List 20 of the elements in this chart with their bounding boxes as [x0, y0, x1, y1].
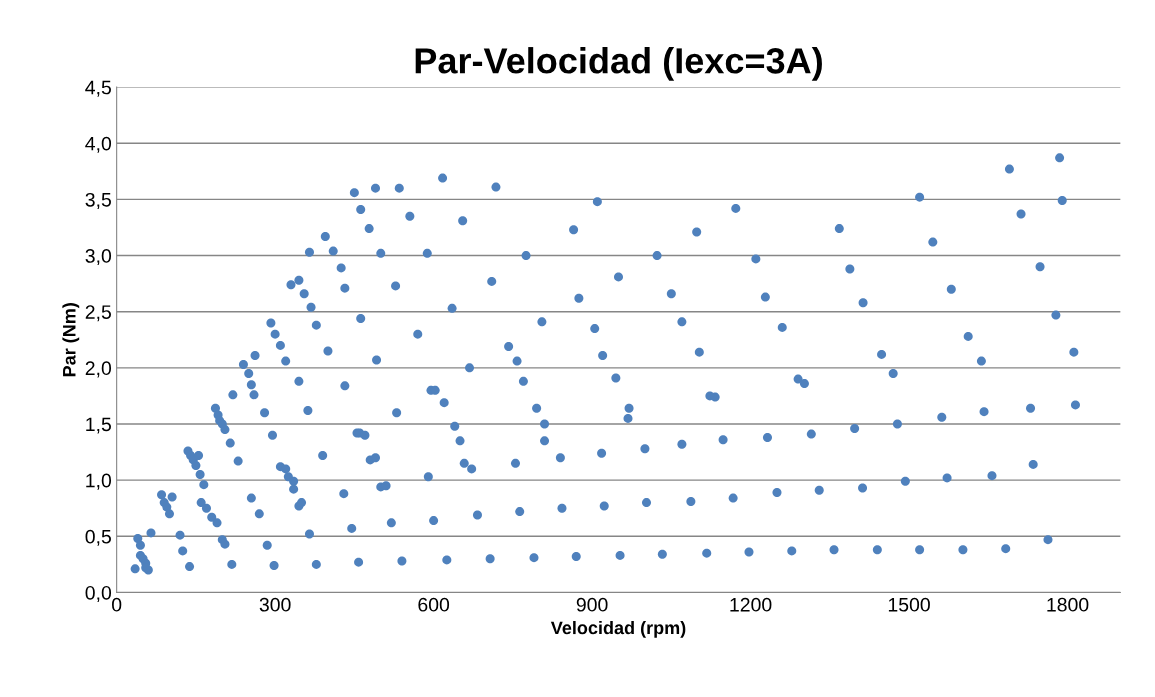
- y-tick-label: 0,5: [85, 529, 111, 546]
- x-tick-label: 0: [112, 597, 122, 612]
- x-tick-label: 600: [418, 597, 450, 612]
- y-tick-label: 1,5: [86, 417, 111, 434]
- y-tick-label: 3,5: [85, 192, 111, 209]
- chart-title: Par-Velocidad (Iexc=3A): [415, 47, 822, 81]
- y-tick-label: 1,0: [86, 473, 112, 490]
- x-axis-title: Velocidad (rpm): [550, 620, 686, 638]
- y-tick-label: 0,0: [85, 585, 112, 602]
- x-tick-label: 1500: [888, 597, 930, 612]
- y-tick-label: 4,5: [85, 80, 111, 97]
- y-axis-title: Par (Nm): [62, 303, 80, 377]
- y-tick-label: 3,0: [85, 249, 112, 266]
- x-tick-label: 900: [576, 597, 608, 612]
- x-tick-label: 1200: [730, 597, 772, 612]
- y-tick-label: 4,0: [85, 136, 112, 153]
- x-tick-label: 1800: [1047, 597, 1089, 612]
- x-tick-label: 300: [259, 597, 291, 612]
- y-tick-label: 2,5: [85, 305, 111, 322]
- y-tick-label: 2,0: [85, 361, 112, 378]
